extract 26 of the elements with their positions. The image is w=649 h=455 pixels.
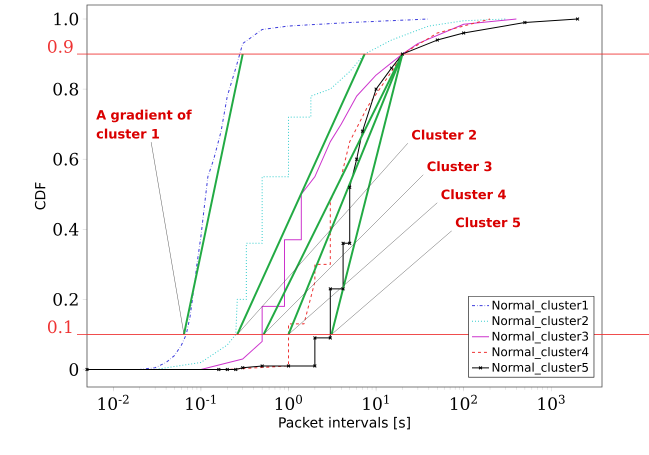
x-tick-label: 10$^{3}$ xyxy=(538,394,565,410)
y-tick-label: 0.2 xyxy=(53,292,78,306)
legend-label: Normal_cluster4 xyxy=(492,347,588,359)
ref-line-label: 0.9 xyxy=(48,40,73,53)
annotation: Cluster 5 xyxy=(456,217,520,228)
y-axis-title: CDF xyxy=(34,182,46,210)
legend-label: Normal_cluster5 xyxy=(492,362,588,374)
legend-label: Normal_cluster2 xyxy=(492,316,588,328)
annotation: Cluster 4 xyxy=(441,189,506,200)
y-tick-label: 1.0 xyxy=(54,12,78,26)
y-tick-label: 0.4 xyxy=(53,222,78,236)
y-tick-label: 0 xyxy=(70,363,78,376)
legend-label: Normal_cluster1 xyxy=(492,300,588,312)
x-tick-label: 10$^{-2}$ xyxy=(98,394,128,410)
annotation: A gradient of cluster 1 xyxy=(96,110,192,139)
y-tick-label: 0.8 xyxy=(53,82,78,96)
annotation: Cluster 2 xyxy=(412,130,476,140)
x-tick-label: 10$^{2}$ xyxy=(450,394,477,410)
annotation: Cluster 3 xyxy=(427,161,492,172)
x-tick-label: 10$^{0}$ xyxy=(276,394,302,410)
ref-line-label: 0.1 xyxy=(48,320,72,334)
x-tick-label: 10$^{1}$ xyxy=(363,394,389,410)
x-axis-title: Packet intervals [s] xyxy=(279,416,410,430)
y-tick-label: 0.6 xyxy=(53,152,78,166)
legend-label: Normal_cluster3 xyxy=(492,331,588,344)
x-tick-label: 10$^{-1}$ xyxy=(186,394,216,410)
